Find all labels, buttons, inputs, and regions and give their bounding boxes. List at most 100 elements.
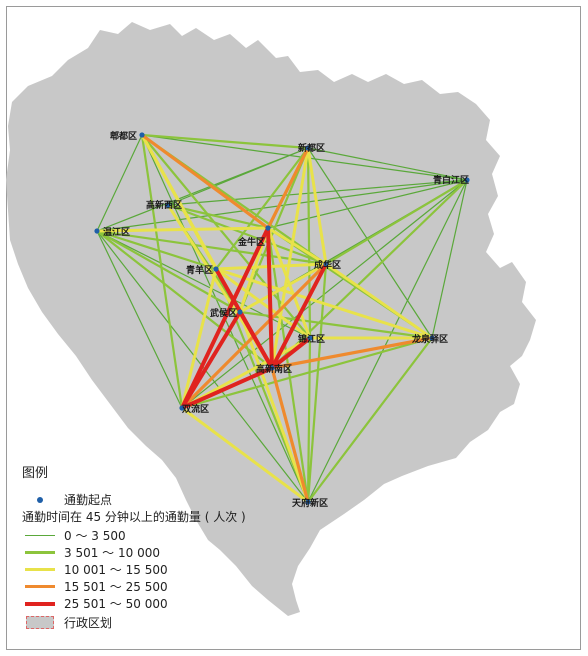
flow-line-swatch bbox=[25, 568, 55, 571]
legend-title: 图例 bbox=[22, 466, 49, 481]
district-label-wenjiang: 温江区 bbox=[103, 226, 130, 238]
flow-line-chenghua-gaoxin bbox=[270, 262, 328, 370]
flow-line-wenjiang-wuhou bbox=[95, 229, 242, 314]
legend-origin-row: 通勤起点 bbox=[22, 491, 342, 508]
origin-point-longquanyi bbox=[429, 335, 435, 341]
district-label-chenghua: 成华区 bbox=[314, 259, 341, 271]
flow-line-wenjiang-jinjiang bbox=[96, 230, 311, 339]
district-label-xindu: 新都区 bbox=[298, 142, 325, 154]
flow-line-wenjiang-chenghua bbox=[95, 229, 328, 266]
district-label-gaoxin: 高新南区 bbox=[256, 363, 292, 375]
district-label-tianfu: 天府新区 bbox=[292, 497, 328, 509]
legend-class-label: 0 ～ 3 500 bbox=[64, 529, 126, 543]
flow-line-jinniu-gaoxin bbox=[266, 226, 274, 370]
district-label-jinjiang: 锦江区 bbox=[298, 333, 325, 345]
flow-line-xindu-gaoxin bbox=[270, 146, 310, 370]
legend-class-label: 3 501 ～ 10 000 bbox=[64, 546, 160, 560]
legend-class-label: 15 501 ～ 25 500 bbox=[64, 580, 168, 594]
flow-line-shuangliu-tianfu bbox=[180, 406, 310, 504]
flow-line-qingbaijiang-tianfu bbox=[307, 179, 468, 503]
district-nodes bbox=[94, 132, 470, 505]
flow-line-jinniu-shuangliu bbox=[180, 226, 270, 410]
origin-dot-swatch bbox=[37, 496, 43, 503]
legend-flow-classes: 0 ～ 3 500 3 501 ～ 10 000 10 001 ～ 15 500 15… bbox=[22, 527, 342, 612]
flow-line-qingbaijiang-gaoxinxi bbox=[167, 179, 468, 206]
flow-line-jinniu-chenghua bbox=[266, 226, 328, 266]
flow-line-wenjiang-shuangliu bbox=[96, 230, 183, 409]
flow-line-icon bbox=[22, 584, 58, 589]
district-label-jinniu: 金牛区 bbox=[237, 236, 265, 248]
flow-line-xindu-chenghua bbox=[306, 146, 328, 266]
flow-line-qingbaijiang-chenghua bbox=[324, 178, 469, 266]
origin-point-wenjiang bbox=[94, 228, 100, 234]
flow-line-longquanyi-gaoxin bbox=[270, 336, 434, 370]
flow-line-wuhou-shuangliu bbox=[180, 310, 242, 410]
flow-line-swatch bbox=[25, 584, 55, 589]
legend-class-label: 25 501 ～ 50 000 bbox=[64, 597, 168, 611]
origin-point-xindu bbox=[305, 145, 311, 151]
map-legend: 图例 通勤起点 通勤时间在 45 分钟以上的通勤量 ( 人次 ) 0 ～ 3 5… bbox=[22, 462, 342, 631]
flow-line-icon bbox=[22, 601, 58, 606]
flow-line-wuhou-gaoxin bbox=[238, 310, 274, 370]
flow-line-qingyang-longquanyi bbox=[214, 267, 434, 340]
legend-class-label: 10 001 ～ 15 500 bbox=[64, 563, 168, 577]
flow-line-pidu-jinniu bbox=[140, 133, 270, 230]
flow-line-icon bbox=[22, 568, 58, 571]
flow-line-xindu-longquanyi bbox=[307, 147, 433, 339]
origin-point-pidu bbox=[139, 132, 145, 138]
flow-line-longquanyi-shuangliu bbox=[180, 336, 434, 410]
admin-area-icon bbox=[22, 616, 58, 629]
flow-line-jinjiang-gaoxin bbox=[270, 336, 312, 370]
flow-line-xindu-qingbaijiang bbox=[307, 147, 468, 181]
district-label-longquanyi: 龙泉驿区 bbox=[411, 333, 448, 345]
flow-line-chenghua-longquanyi bbox=[324, 262, 434, 340]
origin-dot-icon bbox=[22, 496, 58, 503]
flow-line-icon bbox=[22, 534, 58, 537]
flow-line-jinjiang-tianfu bbox=[306, 336, 312, 504]
origin-point-qingyang bbox=[213, 266, 219, 272]
flow-line-qingbaijiang-longquanyi bbox=[431, 179, 468, 339]
flow-line-qingyang-shuangliu bbox=[180, 267, 218, 410]
district-label-wuhou: 武侯区 bbox=[210, 307, 237, 319]
origin-point-wuhou bbox=[237, 309, 243, 315]
origin-point-jinniu bbox=[265, 225, 271, 231]
admin-area-swatch bbox=[26, 616, 54, 629]
district-label-pidu: 郫都区 bbox=[110, 130, 137, 142]
flow-line-pidu-xindu bbox=[140, 133, 310, 150]
legend-class-row: 25 501 ～ 50 000 bbox=[22, 595, 342, 612]
flow-line-swatch bbox=[25, 534, 55, 537]
legend-origin-label: 通勤起点 bbox=[64, 493, 113, 507]
flow-line-gaoxinxi-chenghua bbox=[166, 203, 328, 266]
origin-point-gaoxinxi bbox=[165, 202, 171, 208]
legend-class-row: 15 501 ～ 25 500 bbox=[22, 578, 342, 595]
legend-flow-title: 通勤时间在 45 分钟以上的通勤量 ( 人次 ) bbox=[22, 510, 246, 524]
origin-point-qingbaijiang bbox=[464, 177, 470, 183]
flow-line-chenghua-wuhou bbox=[238, 262, 328, 314]
legend-class-row: 10 001 ～ 15 500 bbox=[22, 561, 342, 578]
legend-class-row: 3 501 ～ 10 000 bbox=[22, 544, 342, 561]
flow-line-tianfu-gaoxin bbox=[270, 366, 310, 504]
origin-point-shuangliu bbox=[179, 405, 185, 411]
origin-point-gaoxin bbox=[269, 365, 275, 371]
flow-line-swatch bbox=[25, 601, 55, 606]
district-label-shuangliu: 双流区 bbox=[182, 403, 209, 415]
flow-line-xindu-qingyang bbox=[214, 146, 310, 271]
flow-line-pidu-shuangliu bbox=[140, 133, 184, 410]
flow-lines bbox=[95, 133, 469, 504]
flow-line-qingbaijiang-wenjiang bbox=[96, 179, 468, 232]
flow-line-icon bbox=[22, 551, 58, 554]
flow-line-swatch bbox=[25, 551, 55, 554]
flow-line-wuhou-tianfu bbox=[238, 310, 310, 504]
flow-line-shuangliu-gaoxin bbox=[180, 366, 274, 410]
origin-point-tianfu bbox=[305, 499, 311, 505]
legend-class-row: 0 ～ 3 500 bbox=[22, 527, 342, 544]
flow-line-pidu-wenjiang bbox=[96, 134, 143, 232]
flow-line-xindu-jinniu bbox=[266, 146, 310, 230]
flow-line-xindu-jinjiang bbox=[306, 146, 312, 340]
flow-line-pidu-qingyang bbox=[140, 133, 218, 271]
flow-line-wenjiang-qingyang bbox=[95, 229, 218, 271]
district-label-gaoxinxi: 高新西区 bbox=[146, 199, 182, 211]
flow-line-qingbaijiang-jinniu bbox=[267, 179, 468, 229]
